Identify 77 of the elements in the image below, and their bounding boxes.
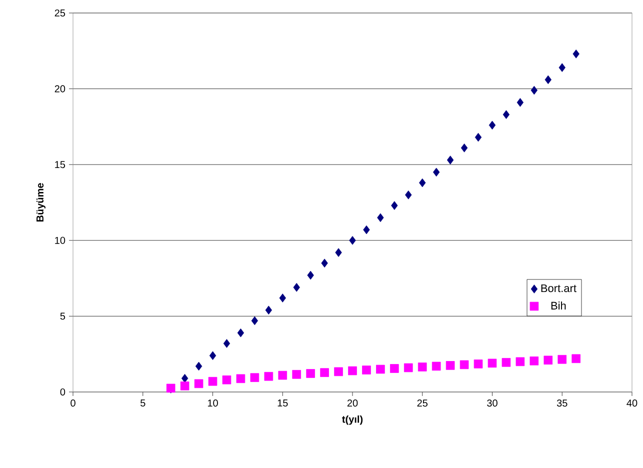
point xyxy=(362,366,371,374)
point xyxy=(572,354,580,364)
point xyxy=(460,144,468,152)
point xyxy=(293,282,300,292)
point xyxy=(460,360,469,370)
point xyxy=(502,110,510,119)
point xyxy=(348,366,357,376)
point xyxy=(292,370,302,379)
point xyxy=(376,364,385,374)
y-tick-label: 10 xyxy=(55,236,66,244)
point xyxy=(334,367,343,376)
y-tick-label: 25 xyxy=(54,9,66,17)
point xyxy=(278,370,288,380)
y-tick-label: 5 xyxy=(60,312,66,320)
point xyxy=(433,168,440,177)
point xyxy=(391,201,398,210)
point xyxy=(446,156,454,164)
point xyxy=(264,372,274,381)
point xyxy=(306,369,315,378)
y-tick-label: 15 xyxy=(55,161,66,168)
x-tick-label: 40 xyxy=(626,400,638,407)
point xyxy=(222,375,232,384)
legend-label: Bort.art xyxy=(541,284,576,292)
y-tick-label: 0 xyxy=(60,388,66,396)
point xyxy=(446,361,455,370)
point xyxy=(237,328,244,338)
point xyxy=(558,63,566,72)
point xyxy=(377,213,384,222)
point xyxy=(530,356,539,366)
x-tick-label: 15 xyxy=(278,400,288,406)
point xyxy=(516,98,524,107)
point xyxy=(488,358,497,368)
point xyxy=(250,373,260,382)
point xyxy=(209,351,216,360)
point xyxy=(390,364,399,373)
point xyxy=(404,363,413,372)
point xyxy=(251,316,258,326)
point xyxy=(307,270,314,280)
point xyxy=(236,374,246,384)
point xyxy=(335,248,342,257)
x-axis-title: t(yıl) xyxy=(342,415,363,425)
y-axis-title: Büyüme xyxy=(36,183,46,222)
point xyxy=(223,339,230,348)
point xyxy=(558,354,567,364)
point xyxy=(279,294,286,302)
point xyxy=(419,178,426,188)
point xyxy=(405,190,412,200)
point xyxy=(418,362,427,372)
point xyxy=(349,236,356,245)
x-tick-label: 0 xyxy=(70,400,76,407)
x-tick-label: 10 xyxy=(208,400,218,407)
point xyxy=(195,362,202,371)
point xyxy=(363,225,370,234)
point xyxy=(474,132,482,142)
y-tick-label: 20 xyxy=(54,85,66,92)
x-tick-label: 30 xyxy=(487,400,498,407)
x-tick-label: 25 xyxy=(417,400,428,407)
point xyxy=(320,368,329,377)
point xyxy=(502,358,511,367)
point xyxy=(208,376,218,386)
x-tick-label: 20 xyxy=(347,400,358,407)
legend-label: Bih xyxy=(551,302,566,310)
point xyxy=(321,258,328,268)
x-tick-label: 35 xyxy=(556,400,568,407)
point xyxy=(265,306,272,315)
point xyxy=(432,362,441,371)
point xyxy=(516,357,525,366)
point xyxy=(194,379,204,388)
point xyxy=(474,360,483,368)
point xyxy=(180,382,190,390)
point xyxy=(181,374,188,383)
point xyxy=(544,356,553,365)
x-tick-label: 5 xyxy=(140,400,146,406)
point xyxy=(572,50,580,58)
point xyxy=(544,75,552,84)
point xyxy=(488,120,496,130)
point xyxy=(530,86,538,95)
